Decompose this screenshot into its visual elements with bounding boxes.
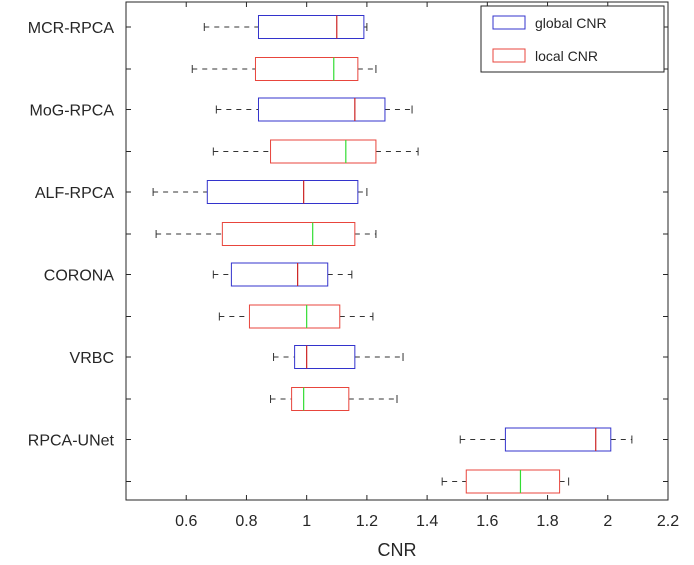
iqr-box [257, 97, 386, 122]
legend: global CNR local CNR [480, 5, 665, 73]
method-label: MoG-RPCA [30, 103, 115, 120]
x-tick-label: 1 [302, 513, 311, 530]
x-tick-label: 0.8 [235, 513, 257, 530]
iqr-box [294, 345, 356, 369]
legend-label-local: local CNR [535, 48, 598, 64]
x-tick-label: 1.2 [356, 513, 378, 530]
method-label: RPCA-UNet [28, 433, 115, 450]
iqr-box [291, 387, 350, 411]
method-label: ALF-RPCA [35, 185, 114, 202]
x-tick-label: 1.4 [416, 513, 438, 530]
x-axis-label: CNR [378, 540, 417, 560]
method-label: MCR-RPCA [28, 20, 115, 37]
iqr-box [465, 469, 561, 494]
iqr-box [270, 139, 377, 164]
x-tick-label: 1.8 [536, 513, 558, 530]
iqr-box [504, 427, 612, 452]
plot-area [125, 1, 669, 501]
iqr-box [230, 262, 329, 287]
box-series [152, 15, 633, 494]
iqr-box [257, 15, 365, 39]
method-label: CORONA [44, 268, 115, 285]
tick-labels: 0.6 0.8 1 1.2 1.4 1.6 1.8 2 2.2 MCR-RPCA MoG-RPCA A… [28, 20, 679, 530]
legend-label-global: global CNR [535, 15, 607, 31]
iqr-box [206, 180, 359, 204]
iqr-box [248, 304, 341, 329]
legend-swatch-local [492, 48, 526, 63]
x-tick-label: 2 [603, 513, 612, 530]
iqr-box [221, 222, 356, 246]
legend-box [480, 5, 665, 73]
x-tick-label: 1.6 [476, 513, 498, 530]
legend-swatch-global [492, 15, 526, 30]
method-label: VRBC [70, 350, 114, 367]
iqr-box [254, 57, 359, 81]
x-tick-label: 2.2 [657, 513, 679, 530]
x-tick-label: 0.6 [175, 513, 197, 530]
